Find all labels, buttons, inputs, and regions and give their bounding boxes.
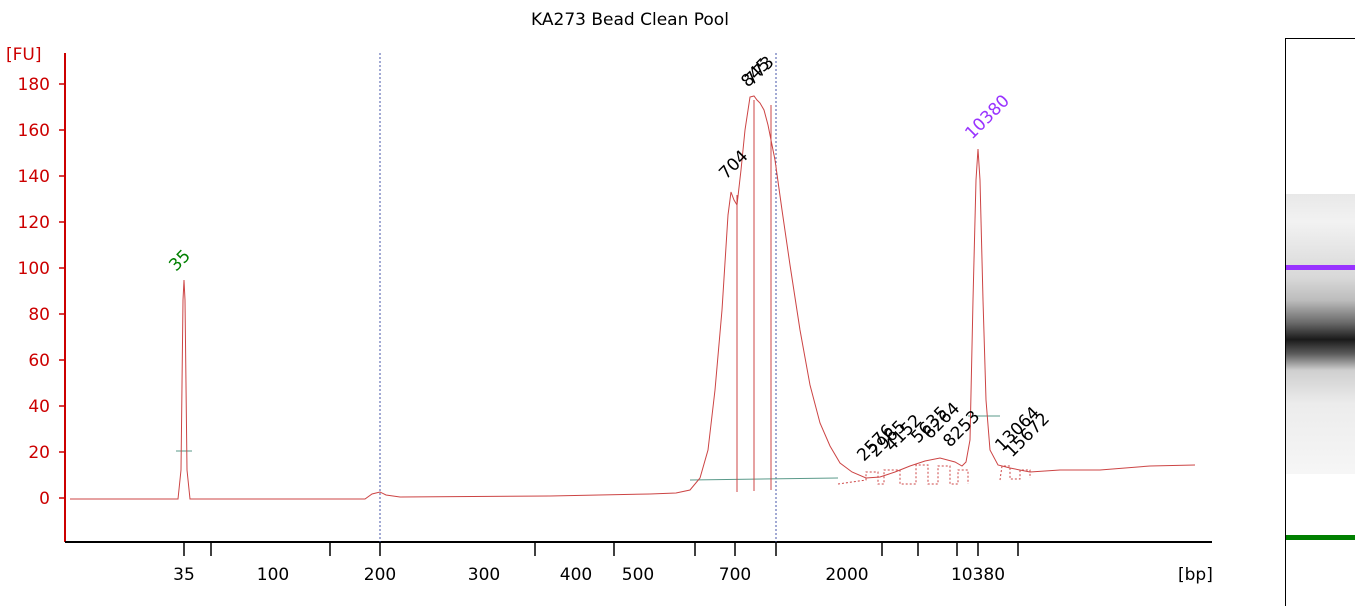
y-tick-label-8: 160: [18, 121, 50, 141]
x-tick-label-4: 400: [560, 565, 592, 585]
x-ticks: 35 100 200 300 400 500 700 2000 10380: [173, 542, 1019, 585]
y-tick-label-3: 60: [28, 351, 50, 371]
x-tick-label-6: 700: [719, 565, 751, 585]
y-axis-label: [FU]: [6, 45, 42, 65]
x-tick-label-3: 300: [468, 565, 500, 585]
x-axis-label: [bp]: [1178, 565, 1213, 585]
y-tick-label-5: 100: [18, 259, 50, 279]
x-tick-label-8: 10380: [951, 565, 1005, 585]
gel-image: [1285, 38, 1355, 606]
x-tick-label-2: 200: [364, 565, 396, 585]
peak-label-4: 10380: [961, 91, 1013, 143]
x-tick-label-7: 2000: [825, 565, 868, 585]
electropherogram-trace: [70, 95, 1196, 500]
peak-labels: 3570484577310380257629654152563562648253…: [165, 52, 1053, 465]
gel-lane-smear: [1286, 194, 1355, 474]
peak-label-1: 704: [715, 146, 752, 183]
gel-lower-marker-band: [1286, 535, 1355, 540]
main-peak-baseline: [689, 477, 839, 481]
peak-label-0: 35: [165, 246, 194, 275]
y-ticks: 0 20 40 60 80 100 120 140 160 180: [18, 75, 65, 509]
electropherogram-chart: KA273 Bead Clean Pool [FU] [bp] 0 20 40 60 8…: [6, 10, 1213, 585]
smear-bins: [837, 464, 969, 485]
y-tick-label-0: 0: [39, 489, 50, 509]
y-tick-label-1: 20: [28, 443, 50, 463]
y-tick-label-6: 120: [18, 213, 50, 233]
smear-bins-right: [999, 465, 1031, 481]
x-tick-label-0: 35: [173, 565, 195, 585]
peak-baselines: [176, 100, 1031, 492]
x-tick-label-1: 100: [257, 565, 289, 585]
chart-title: KA273 Bead Clean Pool: [531, 10, 729, 30]
y-tick-label-7: 140: [18, 167, 50, 187]
y-tick-label-4: 80: [28, 305, 50, 325]
gel-upper-marker-band: [1286, 265, 1355, 270]
y-tick-label-9: 180: [18, 75, 50, 95]
x-tick-label-5: 500: [622, 565, 654, 585]
y-tick-label-2: 40: [28, 397, 50, 417]
